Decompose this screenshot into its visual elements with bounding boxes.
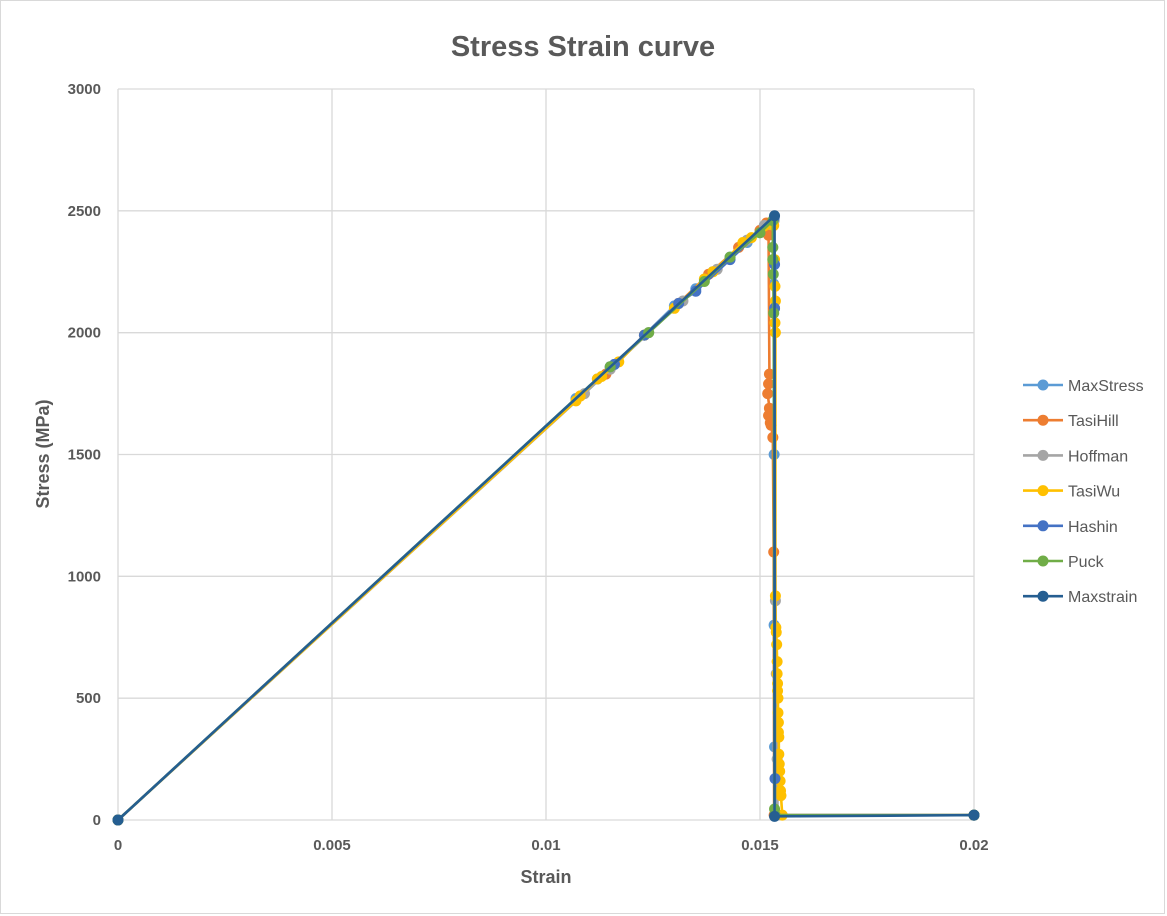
- y-tick-label: 500: [76, 690, 101, 707]
- y-tick-label: 1000: [68, 568, 101, 585]
- x-tick-label: 0.015: [741, 837, 779, 854]
- x-axis-title: Strain: [520, 867, 571, 887]
- data-point: [763, 368, 775, 380]
- legend-entry: Puck: [1023, 554, 1105, 571]
- legend-entry: MaxStress: [1023, 378, 1144, 395]
- data-point: [763, 229, 775, 241]
- y-axis-title: Stress (MPa): [33, 399, 53, 508]
- y-tick-label: 2000: [68, 325, 101, 342]
- legend-marker: [1037, 414, 1049, 426]
- legend-marker: [1037, 379, 1049, 391]
- data-point: [968, 809, 980, 821]
- legend: MaxStress TasiHill Hoffman TasiWu Hashin Puck…: [1023, 378, 1144, 606]
- data-point: [771, 639, 783, 651]
- legend-entry: Hoffman: [1023, 448, 1128, 465]
- x-tick-label: 0: [114, 837, 122, 854]
- series-line: [117, 214, 975, 821]
- legend-marker: [1037, 520, 1049, 532]
- legend-marker: [1037, 449, 1049, 461]
- x-tick-label: 0.01: [531, 837, 560, 854]
- grid-layer: [117, 88, 975, 821]
- series-maxstrain: [112, 210, 980, 826]
- legend-label: Puck: [1068, 554, 1105, 571]
- x-tick-label: 0.005: [313, 837, 351, 854]
- data-point: [767, 254, 779, 266]
- x-tick-label: 0.02: [959, 837, 988, 854]
- legend-entry: TasiHill: [1023, 413, 1119, 430]
- legend-entry: TasiWu: [1023, 484, 1120, 501]
- legend-label: Hoffman: [1068, 448, 1128, 465]
- tick-labels: 0 0.005 0.01 0.015 0.02 0 500 1000 1500 2000 2500 3…: [68, 81, 989, 854]
- data-point: [770, 626, 782, 638]
- y-tick-label: 0: [93, 812, 101, 829]
- y-tick-label: 3000: [68, 81, 101, 98]
- series-layer: [112, 210, 980, 826]
- legend-label: MaxStress: [1068, 378, 1144, 395]
- legend-entry: Maxstrain: [1023, 589, 1137, 606]
- data-point: [762, 388, 774, 400]
- legend-label: Hashin: [1068, 519, 1118, 536]
- legend-label: Maxstrain: [1068, 589, 1137, 606]
- data-point: [775, 790, 787, 802]
- data-point: [769, 810, 781, 822]
- legend-marker: [1037, 485, 1049, 497]
- y-tick-label: 2500: [68, 203, 101, 220]
- legend-label: TasiWu: [1068, 484, 1120, 501]
- chart-title: Stress Strain curve: [451, 31, 715, 63]
- data-point: [763, 378, 775, 390]
- y-tick-label: 1500: [68, 447, 101, 464]
- legend-label: TasiHill: [1068, 413, 1119, 430]
- data-point: [112, 814, 124, 826]
- legend-marker: [1037, 555, 1049, 567]
- legend-entry: Hashin: [1023, 519, 1118, 536]
- legend-marker: [1037, 590, 1049, 602]
- data-point: [769, 210, 781, 222]
- data-point: [767, 241, 779, 253]
